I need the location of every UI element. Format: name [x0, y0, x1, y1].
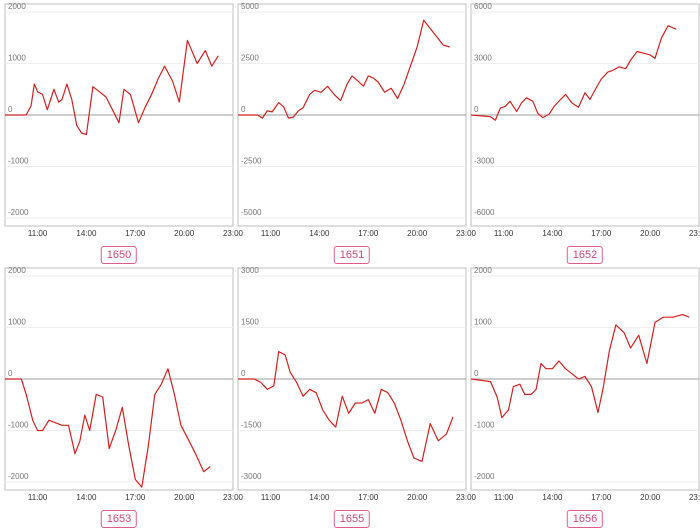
y-tick-label: -2000 — [8, 208, 29, 217]
y-tick-label: 0 — [241, 369, 246, 378]
x-tick-label: 14:00 — [76, 229, 97, 238]
y-tick-label: 2000 — [8, 266, 26, 275]
y-tick-label: -2000 — [8, 472, 29, 481]
chart-svg: 2000 1000 0 -1000 -2000 11:00 14:00 17:00 20:00 2… — [470, 266, 700, 502]
x-tick-label: 11:00 — [261, 229, 281, 238]
y-tick-label: 5000 — [241, 2, 259, 11]
x-tick-label: 23:00 — [689, 493, 700, 502]
series-line-1652 — [470, 25, 677, 121]
x-tick-label: 11:00 — [28, 229, 48, 238]
series-line-1656 — [470, 313, 690, 419]
y-tick-label: 0 — [8, 105, 13, 114]
series-line-1651 — [238, 19, 450, 119]
x-tick-label: 11:00 — [28, 493, 48, 502]
x-tick-label: 17:00 — [591, 229, 612, 238]
y-tick-label: -3000 — [474, 157, 495, 166]
x-tick-label: 11:00 — [494, 493, 514, 502]
x-tick-label: 23:00 — [223, 229, 244, 238]
x-tick-label: 17:00 — [125, 229, 146, 238]
x-tick-label: 20:00 — [174, 493, 195, 502]
y-tick-label: -3000 — [241, 472, 262, 481]
panel-label-badge[interactable]: 1653 — [100, 510, 138, 528]
y-tick-label: 1000 — [474, 318, 492, 327]
y-tick-label: -1000 — [8, 421, 29, 430]
y-tick-label: -6000 — [474, 208, 495, 217]
chart-svg: 3000 1500 0 -1500 -3000 11:00 14:00 17:00 20:00 2… — [237, 266, 477, 502]
x-tick-label: 17:00 — [358, 229, 379, 238]
panel-label-badge[interactable]: 1650 — [100, 246, 138, 264]
y-tick-label: 6000 — [474, 2, 492, 11]
x-tick-label: 20:00 — [174, 229, 195, 238]
chart-svg: 5000 2500 0 -2500 -5000 11:00 14:00 17:00 20:00 2… — [237, 2, 477, 238]
series-line-1653 — [5, 368, 211, 488]
chart-panel-1651: 5000 2500 0 -2500 -5000 11:00 14:00 17:00 20:00 2… — [236, 2, 477, 266]
chart-panel-1656: 2000 1000 0 -1000 -2000 11:00 14:00 17:00 20:00 2… — [469, 266, 700, 530]
x-tick-label: 11:00 — [494, 229, 514, 238]
y-tick-label: -1000 — [474, 421, 495, 430]
x-tick-label: 23:00 — [456, 493, 477, 502]
x-tick-label: 23:00 — [456, 229, 477, 238]
chart-svg: 2000 1000 0 -1000 -2000 11:00 14:00 17:00 20:00 2… — [4, 2, 244, 238]
x-tick-label: 23:00 — [223, 493, 244, 502]
x-tick-label: 14:00 — [309, 493, 330, 502]
x-tick-label: 11:00 — [261, 493, 281, 502]
y-tick-label: 0 — [8, 369, 13, 378]
chart-svg: 6000 3000 0 -3000 -6000 11:00 14:00 17:00 20:00 2… — [470, 2, 700, 238]
x-tick-label: 14:00 — [542, 229, 563, 238]
y-tick-label: -5000 — [241, 208, 262, 217]
y-tick-label: -2500 — [241, 157, 262, 166]
y-tick-label: 0 — [474, 105, 479, 114]
y-tick-label: -1500 — [241, 421, 262, 430]
panel-label-badge[interactable]: 1656 — [566, 510, 604, 528]
x-tick-label: 23:00 — [689, 229, 700, 238]
x-tick-label: 20:00 — [407, 493, 428, 502]
y-tick-label: 2000 — [8, 2, 26, 11]
chart-panel-1653: 2000 1000 0 -1000 -2000 11:00 14:00 17:00 20:00 2… — [3, 266, 244, 530]
y-tick-label: 0 — [474, 369, 479, 378]
x-tick-label: 17:00 — [125, 493, 146, 502]
x-tick-label: 17:00 — [358, 493, 379, 502]
y-tick-label: 1000 — [8, 54, 26, 63]
chart-svg: 2000 1000 0 -1000 -2000 11:00 14:00 17:00 20:00 2… — [4, 266, 244, 502]
series-line-1655 — [238, 350, 454, 462]
x-tick-label: 14:00 — [542, 493, 563, 502]
y-tick-label: -2000 — [474, 472, 495, 481]
panel-label-badge[interactable]: 1651 — [333, 246, 371, 264]
y-tick-label: -1000 — [8, 157, 29, 166]
panel-label-badge[interactable]: 1655 — [333, 510, 371, 528]
x-tick-label: 20:00 — [407, 229, 428, 238]
x-tick-label: 20:00 — [640, 493, 661, 502]
y-tick-label: 3000 — [241, 266, 259, 275]
y-tick-label: 3000 — [474, 54, 492, 63]
y-tick-label: 2500 — [241, 54, 259, 63]
panel-label-badge[interactable]: 1652 — [566, 246, 604, 264]
x-tick-label: 14:00 — [309, 229, 330, 238]
y-tick-label: 1000 — [8, 318, 26, 327]
y-tick-label: 1500 — [241, 318, 259, 327]
y-tick-label: 0 — [241, 105, 246, 114]
chart-panel-1655: 3000 1500 0 -1500 -3000 11:00 14:00 17:00 20:00 2… — [236, 266, 477, 530]
chart-panel-1652: 6000 3000 0 -3000 -6000 11:00 14:00 17:00 20:00 2… — [469, 2, 700, 266]
chart-panel-1650: 2000 1000 0 -1000 -2000 11:00 14:00 17:00 20:00 2… — [3, 2, 244, 266]
x-tick-label: 20:00 — [640, 229, 661, 238]
x-tick-label: 14:00 — [76, 493, 97, 502]
series-line-1650 — [5, 39, 219, 136]
x-tick-label: 17:00 — [591, 493, 612, 502]
y-tick-label: 2000 — [474, 266, 492, 275]
